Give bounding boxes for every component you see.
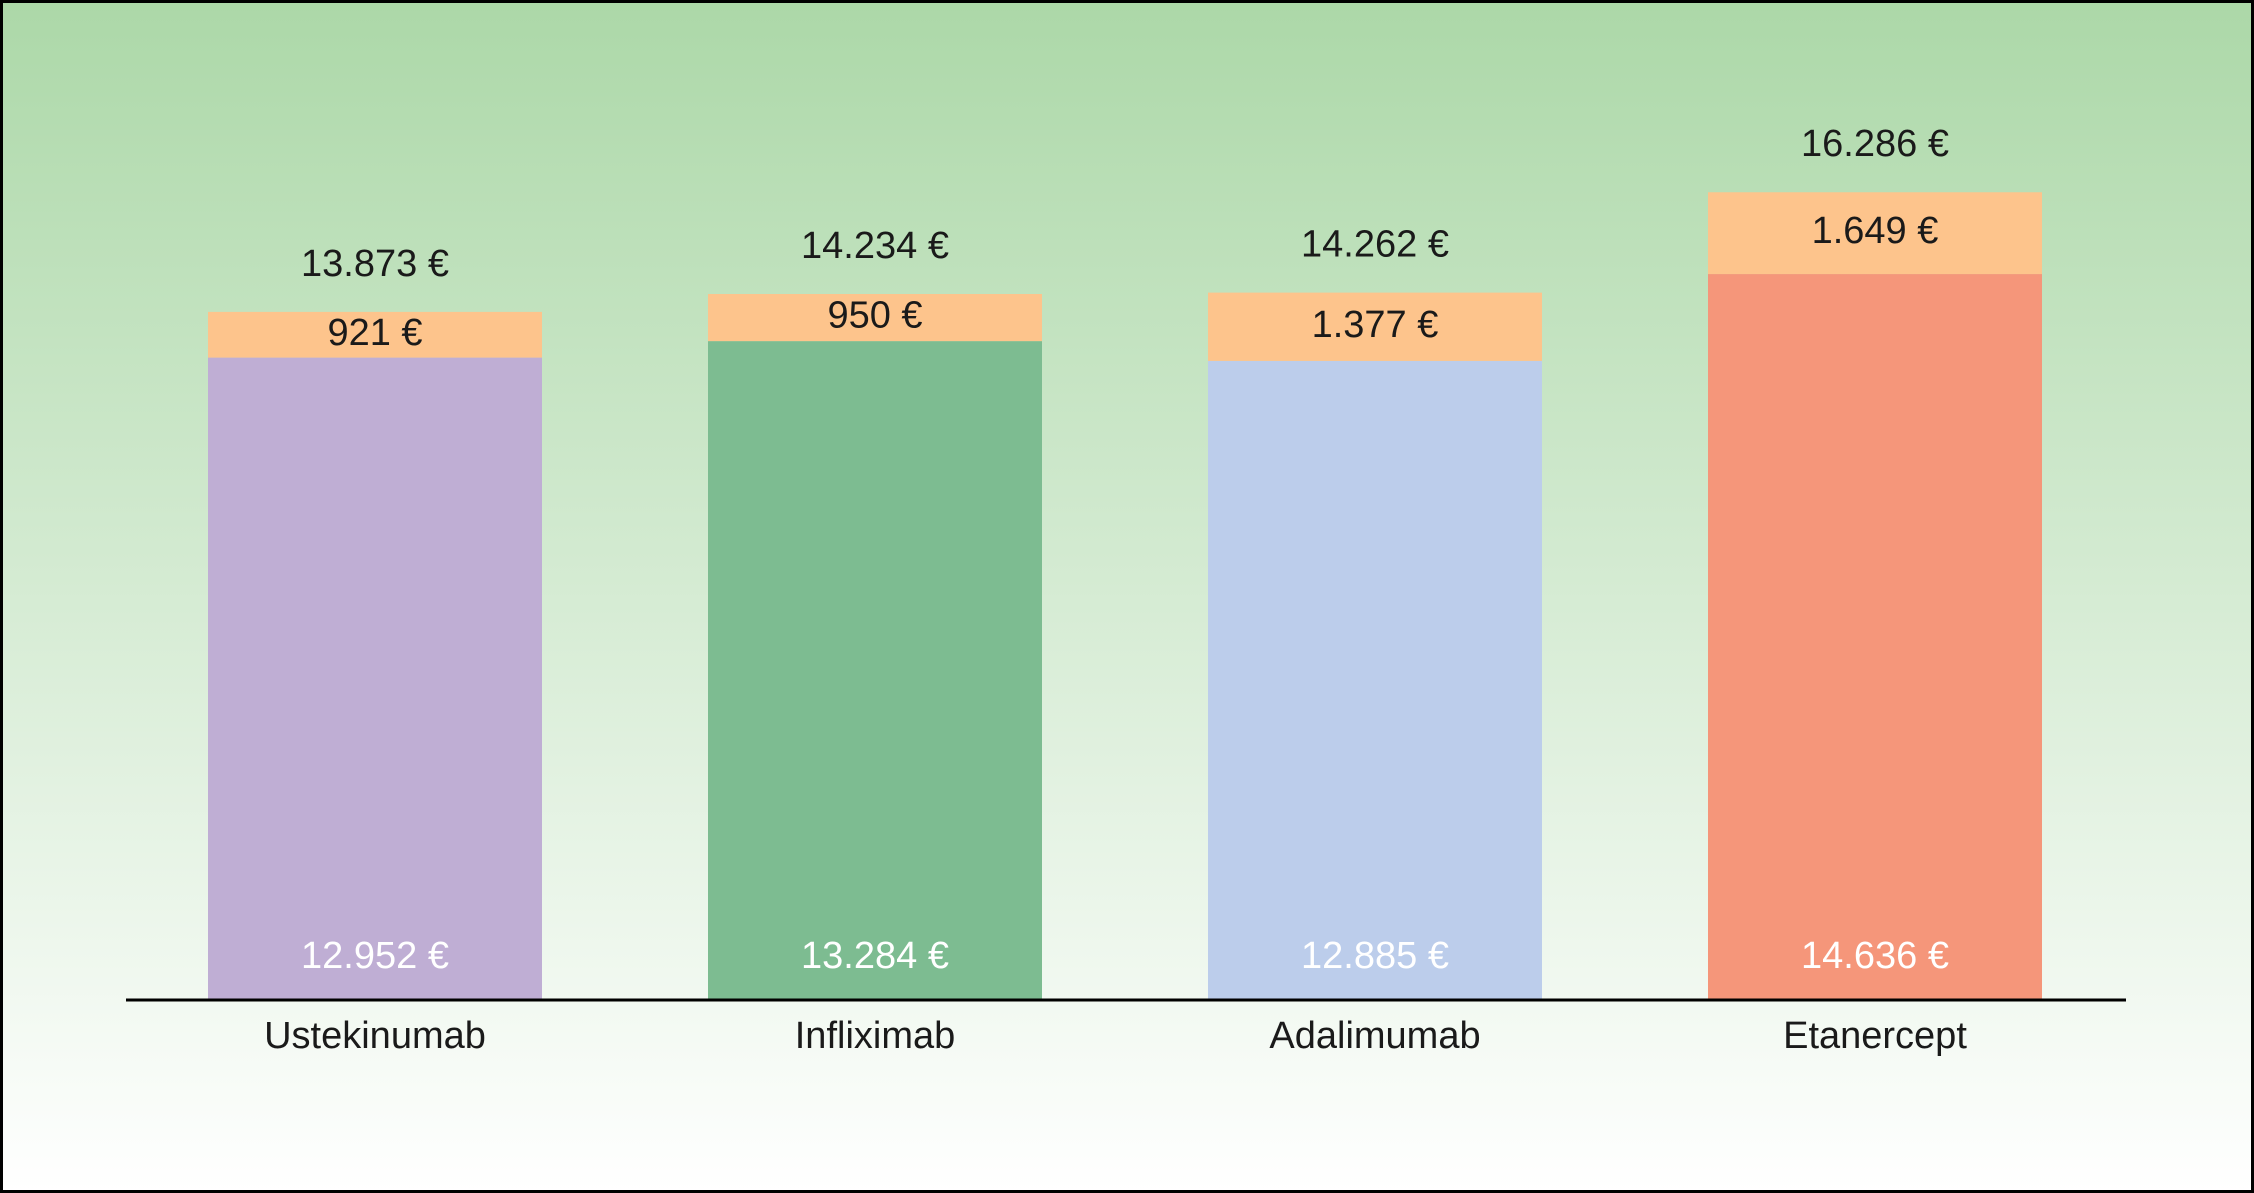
data-label: 12.885 € [1301, 935, 1449, 977]
x-tick-label: Etanercept [1783, 1015, 1967, 1057]
bar-segment [208, 311, 542, 358]
total-label: 14.262 € [1301, 224, 1449, 266]
bar-segment [1708, 274, 2042, 1000]
data-label: 12.952 € [301, 935, 449, 977]
data-label: 1.377 € [1312, 304, 1439, 346]
bar-segment [708, 293, 1042, 342]
bar-segment [708, 341, 1042, 1000]
total-label: 16.286 € [1801, 123, 1949, 165]
bar-segment [1708, 192, 2042, 275]
total-label: 14.234 € [801, 225, 949, 267]
data-label: 14.636 € [1801, 935, 1949, 977]
data-label: 950 € [827, 295, 922, 337]
x-tick-label: Infliximab [795, 1015, 956, 1057]
data-label: 921 € [327, 312, 422, 354]
bar-segment [1208, 360, 1542, 1000]
data-label: 1.649 € [1812, 210, 1939, 252]
total-label: 13.873 € [301, 243, 449, 285]
bar-segment [1208, 292, 1542, 361]
data-label: 13.284 € [801, 935, 949, 977]
x-tick-label: Ustekinumab [264, 1015, 486, 1057]
x-tick-label: Adalimumab [1269, 1015, 1480, 1057]
bar-segment [208, 357, 542, 1000]
